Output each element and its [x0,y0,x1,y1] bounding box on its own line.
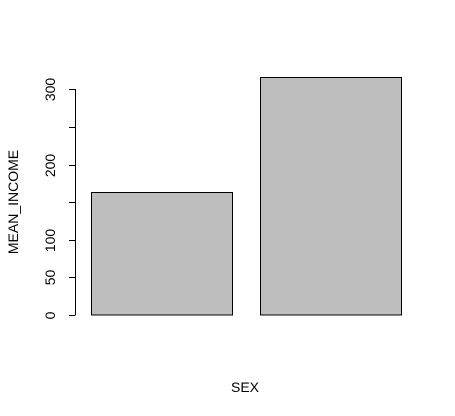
y-tick-label: 300 [42,78,58,102]
y-axis: 0 50 100 200 300 [42,78,76,319]
bar-1 [91,192,233,316]
y-axis-title: MEAN_INCOME [5,150,21,254]
y-tick-label: 200 [42,154,58,178]
y-tick-label: 50 [42,270,58,286]
y-ticks: 0 50 100 200 300 [42,78,76,319]
bar-2 [260,77,402,316]
x-axis-title: SEX [231,379,260,395]
bars [91,77,402,316]
y-tick-label: 0 [42,311,58,319]
y-tick-label: 100 [42,229,58,253]
